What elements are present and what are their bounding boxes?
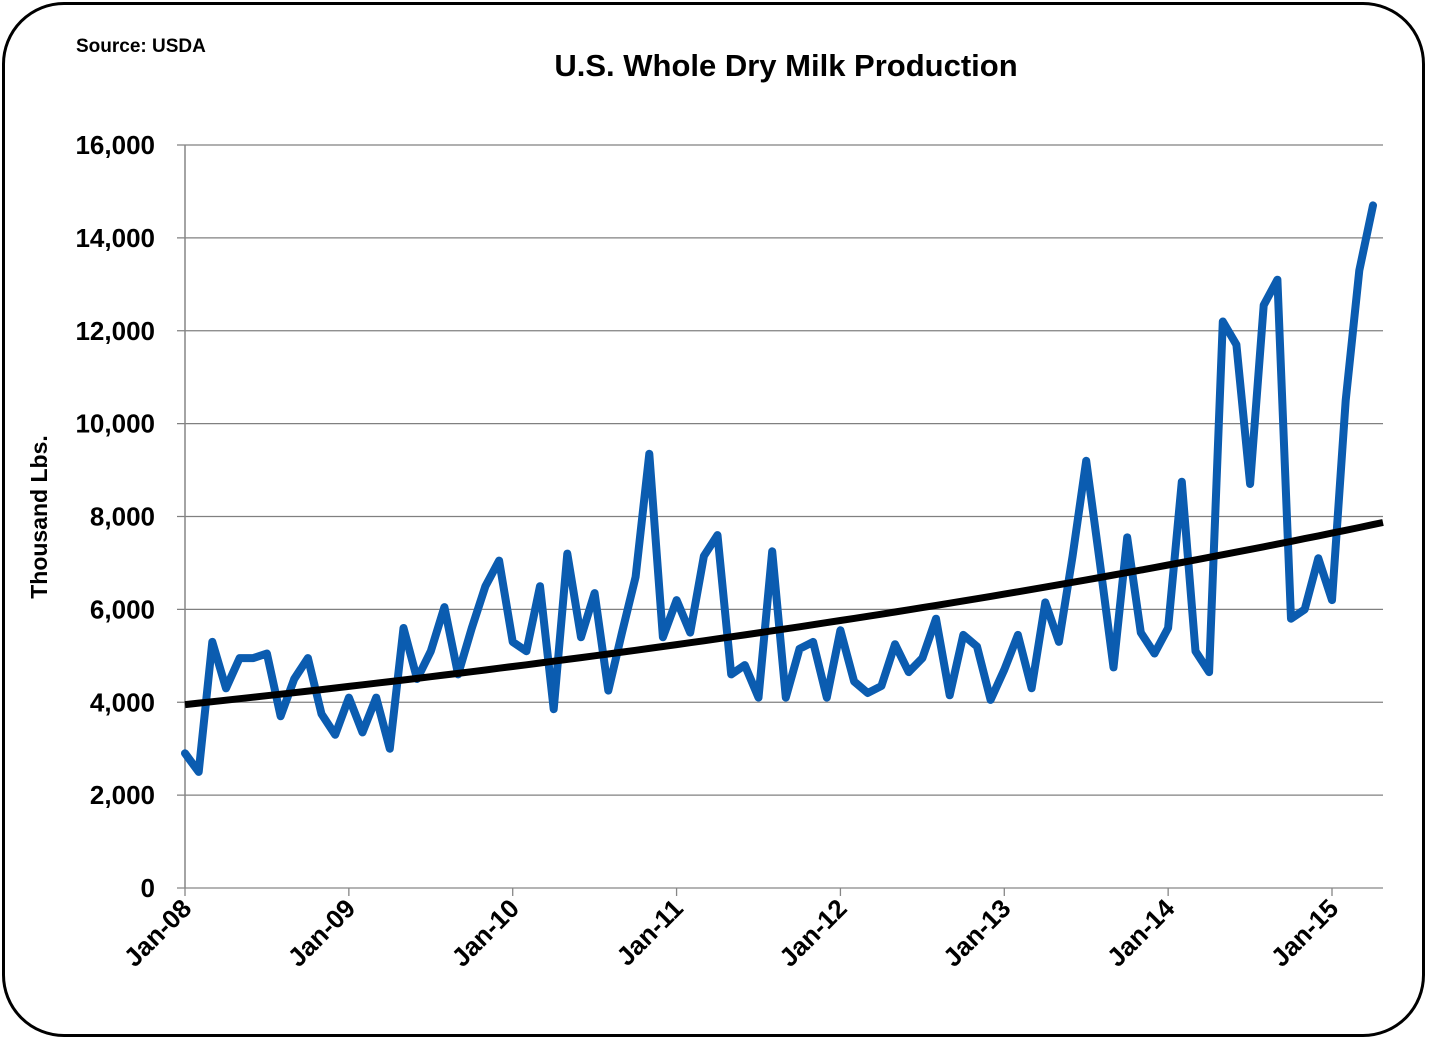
y-tick-label: 8,000 <box>90 502 155 532</box>
x-tick-label: Jan-15 <box>1265 893 1344 972</box>
x-tick-label: Jan-10 <box>445 893 524 972</box>
production-series-line <box>181 201 1377 776</box>
x-tick-label: Jan-09 <box>282 893 361 972</box>
y-tick-label: 2,000 <box>90 780 155 810</box>
y-tick-label: 4,000 <box>90 687 155 717</box>
source-note: Source: USDA <box>76 36 206 57</box>
chart-title: U.S. Whole Dry Milk Production <box>554 48 1018 83</box>
x-tick-label: Jan-14 <box>1101 893 1181 973</box>
y-tick-label: 6,000 <box>90 594 155 624</box>
y-tick-label: 0 <box>141 873 155 903</box>
x-tick-label: Jan-13 <box>937 893 1016 972</box>
x-tick-label: Jan-08 <box>118 893 197 972</box>
y-axis-label: Thousand Lbs. <box>26 435 52 599</box>
y-tick-label: 16,000 <box>75 130 155 160</box>
trendline <box>184 519 1384 709</box>
x-tick-label: Jan-11 <box>610 893 688 971</box>
y-tick-label: 12,000 <box>75 316 155 346</box>
y-tick-label: 10,000 <box>75 409 155 439</box>
x-tick-label: Jan-12 <box>773 893 852 972</box>
y-tick-label: 14,000 <box>75 223 155 253</box>
